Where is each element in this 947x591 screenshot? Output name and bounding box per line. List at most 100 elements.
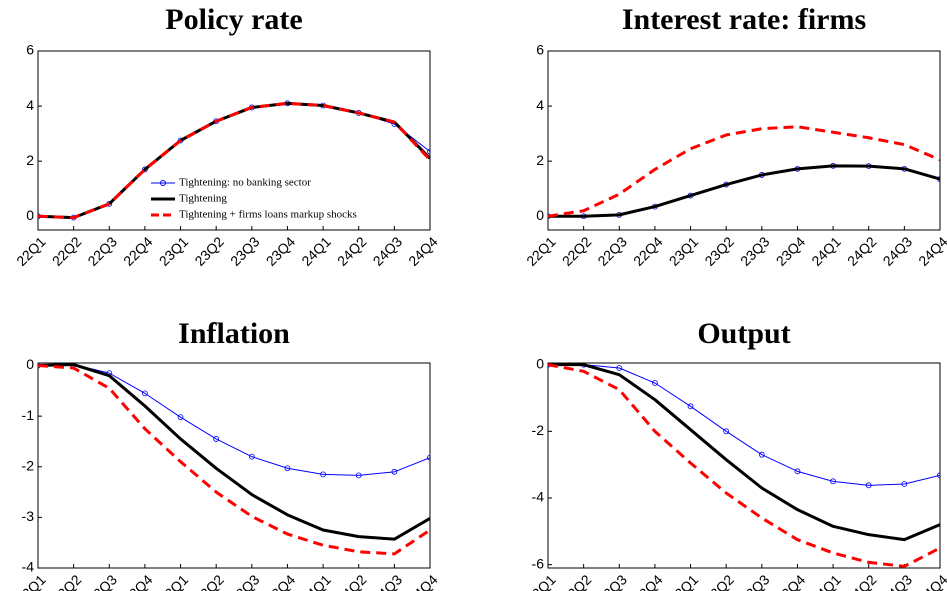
x-tick-label: 24Q3	[370, 571, 406, 591]
series-marker	[391, 468, 398, 475]
y-tick-label: -6	[532, 555, 545, 571]
chart-title: Interest rate: firms	[622, 3, 866, 36]
x-tick-label: 24Q1	[808, 571, 844, 591]
series-marker	[213, 436, 220, 442]
x-tick-label: 22Q1	[523, 571, 559, 591]
x-tick-label: 24Q2	[844, 571, 880, 591]
y-tick-label: -1	[22, 407, 35, 423]
series-marker	[937, 472, 940, 479]
x-tick-label: 23Q1	[666, 571, 702, 591]
x-tick-label: 22Q1	[523, 233, 559, 269]
x-tick-label: 23Q1	[156, 571, 192, 591]
x-tick-label: 22Q3	[594, 571, 630, 591]
series-line	[548, 364, 940, 486]
series-marker	[355, 472, 362, 479]
series-line	[548, 125, 940, 218]
x-tick-label: 22Q2	[49, 233, 85, 269]
series-marker	[758, 451, 765, 458]
series-line	[38, 364, 430, 476]
chart-title: Policy rate	[165, 3, 302, 36]
x-tick-label: 24Q4	[405, 571, 441, 591]
series-line	[548, 363, 940, 542]
x-tick-label: 22Q2	[559, 571, 595, 591]
x-tick-label: 24Q2	[334, 233, 370, 269]
y-tick-label: 0	[26, 207, 34, 223]
series-line	[38, 364, 430, 556]
x-tick-label: 23Q3	[737, 571, 773, 591]
legend-label: Tightening	[179, 193, 227, 205]
x-tick-label: 22Q4	[120, 233, 156, 269]
x-tick-label: 22Q3	[594, 233, 630, 269]
x-tick-label: 23Q2	[191, 233, 227, 269]
x-tick-label: 24Q3	[880, 571, 916, 591]
series-marker	[142, 390, 148, 397]
plot-frame	[547, 362, 941, 569]
x-tick-label: 22Q4	[630, 571, 666, 591]
x-tick-label: 22Q3	[84, 571, 120, 591]
x-tick-label: 23Q4	[263, 233, 299, 269]
y-tick-label: 0	[26, 356, 34, 372]
x-tick-label: 23Q2	[191, 571, 227, 591]
x-tick-label: 22Q4	[120, 571, 156, 591]
series-layer	[548, 125, 940, 220]
x-tick-label: 24Q4	[915, 233, 947, 269]
x-tick-label: 22Q2	[559, 233, 595, 269]
series-marker	[177, 414, 184, 421]
series-line	[548, 363, 940, 568]
x-tick-label: 24Q2	[334, 571, 370, 591]
series-marker	[830, 478, 836, 485]
legend-box	[147, 172, 422, 226]
x-tick-label: 23Q2	[701, 571, 737, 591]
series-layer	[548, 363, 940, 568]
x-tick-label: 23Q4	[773, 233, 809, 269]
panel: 0 2 4 6 22Q1 22Q2 22Q3 22Q4 23Q1 23Q2 23Q3 23Q4 24Q1…	[523, 42, 947, 269]
series-line	[38, 101, 430, 220]
y-tick-label: -3	[22, 508, 35, 524]
series-marker	[901, 481, 908, 487]
series-marker	[142, 166, 148, 173]
plot-frame	[547, 50, 941, 231]
series-line	[38, 363, 430, 541]
y-tick-label: 2	[536, 152, 544, 168]
x-tick-label: 24Q4	[405, 233, 441, 269]
series-marker	[865, 482, 872, 489]
x-tick-label: 23Q4	[263, 571, 299, 591]
series-marker	[284, 465, 291, 472]
series-marker	[652, 380, 658, 386]
legend-label: Tightening + firms loans markup shocks	[179, 209, 357, 221]
y-tick-label: -4	[22, 559, 35, 575]
x-tick-label: 24Q2	[844, 233, 880, 269]
x-tick-label: 22Q4	[630, 233, 666, 269]
y-tick-label: -2	[22, 457, 35, 473]
y-tick-label: 0	[536, 207, 544, 223]
x-tick-label: 23Q1	[666, 233, 702, 269]
y-tick-label: 4	[536, 97, 544, 113]
y-tick-label: -2	[532, 422, 545, 438]
x-tick-label: 22Q1	[13, 233, 49, 269]
x-tick-label: 24Q1	[808, 233, 844, 269]
legend-label: Tightening: no banking sector	[179, 177, 311, 189]
x-tick-label: 22Q2	[49, 571, 85, 591]
x-tick-label: 23Q2	[701, 233, 737, 269]
series-marker	[427, 454, 430, 461]
x-tick-label: 23Q4	[773, 571, 809, 591]
x-tick-label: 24Q3	[880, 233, 916, 269]
series-marker	[687, 403, 694, 410]
chart-title: Inflation	[178, 317, 290, 350]
series-marker	[723, 428, 730, 435]
x-tick-label: 22Q3	[84, 233, 120, 269]
y-tick-label: 4	[26, 97, 34, 113]
x-tick-label: 23Q3	[227, 571, 263, 591]
x-tick-label: 24Q4	[915, 571, 947, 591]
series-marker	[320, 471, 326, 478]
y-tick-label: 6	[536, 42, 544, 58]
y-tick-label: -4	[532, 489, 545, 505]
x-tick-label: 23Q3	[737, 233, 773, 269]
y-tick-label: 2	[26, 152, 34, 168]
series-marker	[616, 365, 623, 371]
plot-frame	[37, 362, 431, 569]
panel: 0 2 4 6 22Q1 22Q2 22Q3 22Q4 23Q1 23Q2 23Q3 23Q4 24Q1…	[13, 42, 441, 269]
